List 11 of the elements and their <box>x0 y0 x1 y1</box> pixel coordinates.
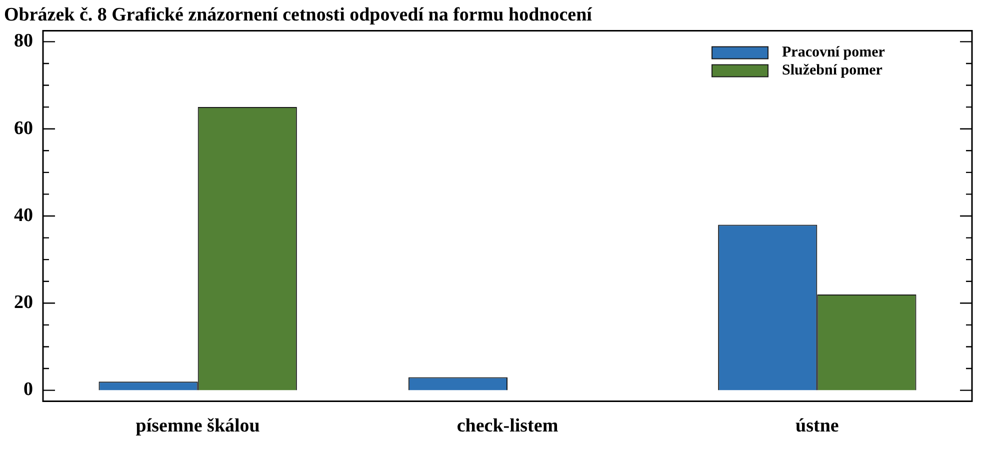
x-tick-label: check-listem <box>456 416 558 437</box>
chart-title: Obrázek č. 8 Grafické znázornení cetnosti odpovedí na formu hodnocení <box>4 4 593 26</box>
y-tick-label: 0 <box>24 379 33 400</box>
y-tick-label: 20 <box>14 292 33 314</box>
x-tick-label: písemne škálou <box>136 416 260 437</box>
legend-label: Služební pomer <box>782 62 883 79</box>
y-tick-label: 80 <box>14 30 33 52</box>
y-tick-label: 40 <box>14 204 33 226</box>
y-tick-label: 60 <box>14 118 33 139</box>
legend-label: Pracovní pomer <box>782 44 886 61</box>
x-tick-label: ústne <box>796 416 839 437</box>
